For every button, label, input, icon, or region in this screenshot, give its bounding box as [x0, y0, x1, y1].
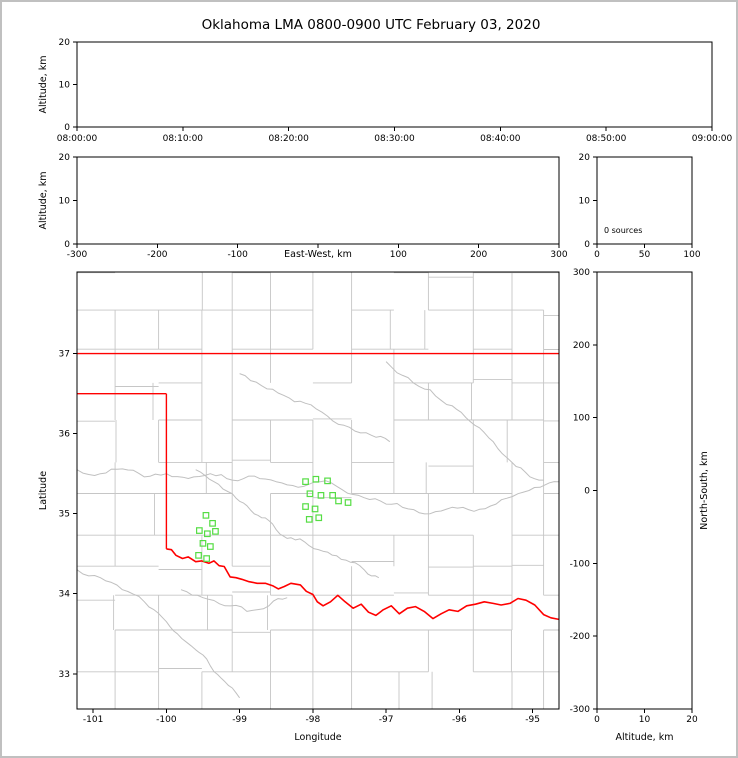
y-tick-label: 200 [573, 341, 590, 351]
x-tick-label: -100 [227, 250, 248, 260]
axis-label: Latitude [38, 471, 49, 510]
x-tick-label: -99 [232, 715, 247, 725]
ns-height-panel-bg [597, 272, 692, 709]
x-tick-label: 0 [594, 715, 600, 725]
time-tick-label: 08:30:00 [374, 134, 415, 144]
time-height-panel-bg [77, 42, 712, 127]
lma-station-marker [324, 477, 331, 485]
lma-station-marker [317, 492, 325, 499]
axis-label: East-West, km [284, 249, 352, 260]
x-tick-label: -101 [83, 715, 103, 725]
x-tick-label: 20 [686, 715, 698, 725]
figure-title: Oklahoma LMA 0800-0900 UTC February 03, … [202, 17, 541, 33]
y-tick-label: -200 [570, 632, 591, 642]
river-line [385, 361, 544, 481]
y-tick-label: 0 [64, 123, 70, 133]
y-tick-label: -100 [570, 559, 591, 569]
map-panel-bg [77, 272, 559, 709]
y-tick-label: 10 [59, 197, 71, 207]
x-tick-label: -100 [156, 715, 177, 725]
lma-station-marker [302, 503, 309, 510]
x-tick-label: 300 [550, 250, 567, 260]
alt-histogram-panel-bg [597, 157, 692, 244]
river-line [77, 468, 559, 515]
x-tick-label: -200 [147, 250, 168, 260]
river-line [77, 569, 241, 699]
lma-station-marker [209, 519, 216, 527]
x-tick-label: -300 [67, 250, 88, 260]
lma-station-marker [344, 499, 352, 506]
y-tick-label: 37 [59, 350, 70, 360]
lma-station-marker [195, 551, 202, 559]
lma-station-marker [199, 539, 207, 547]
lma-station-marker [306, 490, 314, 498]
county-boundaries [77, 272, 559, 709]
x-tick-label: 50 [639, 250, 651, 260]
time-tick-label: 08:10:00 [163, 134, 204, 144]
time-tick-label: 09:00:00 [692, 134, 733, 144]
time-tick-label: 08:00:00 [57, 134, 98, 144]
y-tick-label: 34 [59, 590, 71, 600]
y-tick-label: 10 [59, 81, 71, 91]
axis-label: Longitude [294, 732, 341, 743]
lma-station-marker [302, 478, 309, 485]
river-line [239, 373, 391, 443]
source-count-annotation: 0 sources [604, 226, 642, 235]
time-tick-label: 08:20:00 [268, 134, 309, 144]
lma-station-marker [311, 505, 319, 513]
x-tick-label: 100 [390, 250, 407, 260]
river-line [195, 469, 380, 579]
y-tick-label: 36 [59, 430, 71, 440]
lma-station-marker [204, 530, 211, 538]
state-border-red-river [166, 548, 559, 621]
lma-station-marker [315, 514, 323, 522]
lma-station-marker [207, 543, 214, 550]
axis-label: Altitude, km [38, 56, 49, 114]
lma-station-marker [202, 512, 210, 519]
y-tick-label: 100 [573, 414, 590, 424]
lma-station-marker [212, 527, 219, 535]
y-tick-label: 10 [579, 197, 591, 207]
y-tick-label: -300 [570, 705, 591, 715]
y-tick-label: 20 [59, 38, 71, 48]
x-tick-label: -97 [379, 715, 394, 725]
lma-station-marker [196, 527, 203, 534]
x-tick-label: 100 [683, 250, 700, 260]
x-tick-label: 200 [470, 250, 487, 260]
x-tick-label: 0 [594, 250, 600, 260]
y-tick-label: 0 [584, 487, 590, 497]
axis-label: Altitude, km [38, 172, 49, 230]
y-tick-label: 0 [584, 240, 590, 250]
lma-station-marker [329, 492, 336, 499]
ew-height-panel-bg [77, 157, 559, 244]
time-tick-label: 08:50:00 [586, 134, 627, 144]
x-tick-label: -98 [306, 715, 321, 725]
y-tick-label: 20 [59, 153, 71, 163]
axis-label: Altitude, km [616, 732, 674, 743]
y-tick-label: 0 [64, 240, 70, 250]
lma-station-marker [305, 515, 313, 523]
axis-label: North-South, km [699, 451, 710, 529]
river-line [180, 589, 288, 612]
y-tick-label: 35 [59, 510, 70, 520]
x-tick-label: -95 [525, 715, 540, 725]
y-tick-label: 20 [579, 153, 591, 163]
y-tick-label: 33 [59, 670, 70, 680]
map-panel-border [76, 271, 560, 710]
y-tick-label: 300 [573, 268, 590, 278]
lma-station-marker [203, 555, 210, 562]
lma-station-marker [312, 475, 320, 483]
x-tick-label: 10 [639, 715, 651, 725]
x-tick-label: -96 [452, 715, 467, 725]
lma-station-marker [335, 497, 342, 505]
map-content-group [77, 272, 559, 709]
time-tick-label: 08:40:00 [480, 134, 521, 144]
